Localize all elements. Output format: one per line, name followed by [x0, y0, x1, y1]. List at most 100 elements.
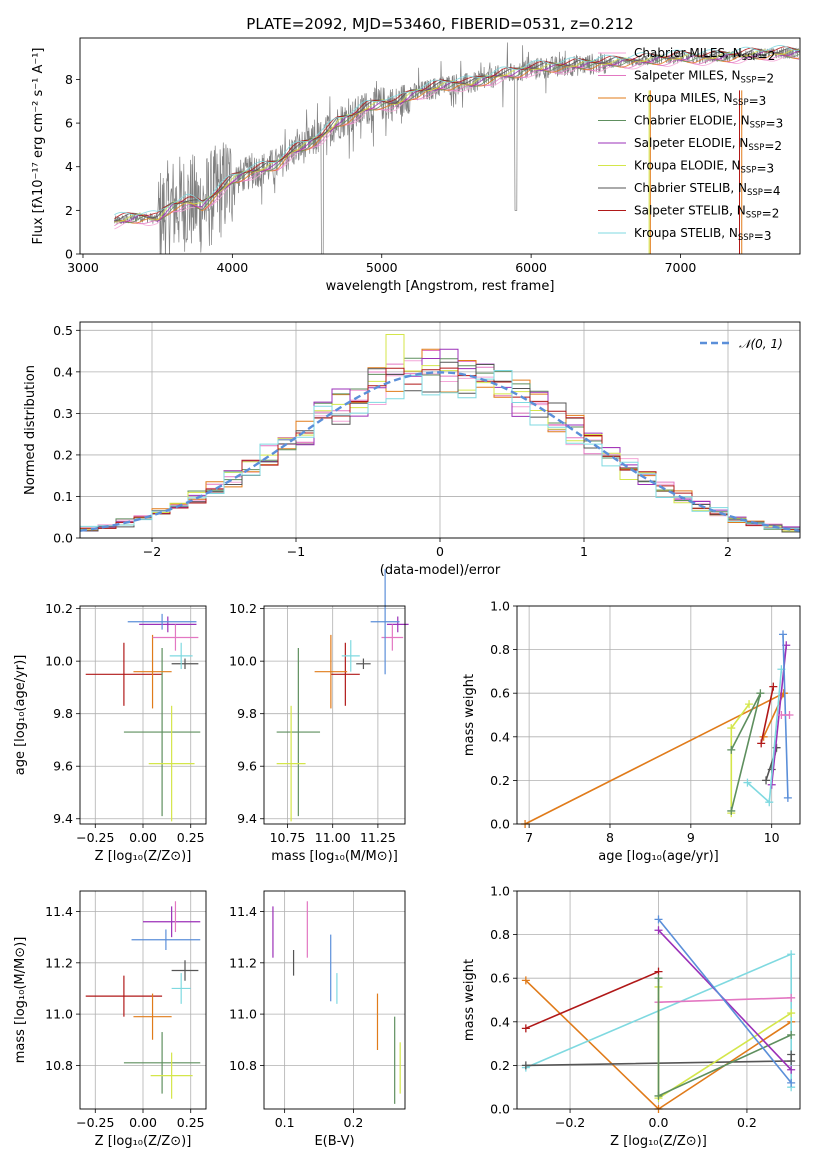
weight-marker-salpeter_miles: [787, 993, 796, 1002]
x-tick-label: 7000: [665, 260, 697, 275]
y-tick-label: 10.2: [45, 601, 73, 616]
weight-line-kroupa_elodie: [657, 986, 792, 1100]
weight_vs_age-frame: [516, 605, 801, 825]
y-tick-label: 11.4: [45, 904, 73, 919]
x-tick-label: 0: [436, 544, 444, 559]
weight-marker-chabrier_elodie: [654, 974, 663, 983]
y-tick-label: 0.6: [490, 971, 510, 986]
weight-line-chabrier_elodie: [657, 978, 792, 1098]
y-axis-label: mass weight: [462, 959, 477, 1041]
weight_vs_Z-frame: [516, 890, 801, 1110]
y-tick-label: 0.6: [490, 686, 510, 701]
weight-marker-kroupa_miles: [521, 976, 530, 985]
spectrum-axes: 3000 4000 5000 6000 7000 0 2 4 6 8 wavelength [Ang…: [31, 37, 801, 294]
weight-marker-kroupa_stelib: [765, 798, 774, 807]
x-axis-label: Z [log₁₀(Z/Z⊙)]: [610, 1134, 707, 1149]
x-tick-label: 11.25: [360, 830, 396, 845]
mass_vs_Z-marks: [85, 901, 201, 1099]
x-tick-label: −0.25: [76, 1115, 114, 1130]
weight-marker-salpeter_elodie: [654, 926, 663, 935]
x-tick-label: 3000: [67, 260, 99, 275]
weight-marker-chabrier_stelib: [787, 1050, 796, 1059]
figure-title: PLATE=2092, MJD=53460, FIBERID=0531, z=0…: [246, 15, 633, 33]
weight-marker-chabrier_elodie: [654, 1091, 663, 1100]
x-tick-label: 4000: [216, 260, 248, 275]
weight-line-normal_curve: [657, 918, 792, 1084]
x-tick-label: −2: [143, 544, 161, 559]
model-spectrum-salpeter_elodie: [114, 50, 800, 223]
y-tick-label: 10.2: [229, 601, 257, 616]
x-tick-label: 0.00: [129, 830, 157, 845]
x-tick-label: 0.00: [129, 1115, 157, 1130]
weight-marker-salpeter_elodie: [787, 1065, 796, 1074]
residuals-frame: [79, 321, 801, 539]
weight-marker-chabrier_elodie: [727, 745, 736, 754]
spectrum-legend: Chabrier MILES, NSSP=2 Salpeter MILES, NS…: [598, 46, 783, 243]
y-tick-label: 10.8: [229, 1058, 257, 1073]
histogram-salpeter_stelib: [80, 367, 800, 530]
x-tick-label: 9: [687, 830, 695, 845]
y-tick-label: 0.4: [490, 729, 510, 744]
y-tick-label: 9.4: [53, 811, 73, 826]
y-tick-label: 9.4: [237, 811, 257, 826]
legend-label-kroupa_miles: Kroupa MILES, NSSP=3: [634, 91, 766, 108]
weight-line-salpeter_stelib: [760, 686, 775, 744]
x-tick-label: 10.75: [270, 830, 306, 845]
x-tick-label: −0.25: [76, 830, 114, 845]
spectrum-marks: [114, 42, 800, 254]
weight-marker-normal_curve: [787, 1078, 796, 1087]
age_vs_Z-marks: [85, 613, 201, 822]
weight_vs_age-axes: 7 8 9 10 0.0 0.2 0.4 0.6 0.8 1.0 age [log₁₀(age/yr…: [462, 599, 801, 864]
plots: 3000 4000 5000 6000 7000 0 2 4 6 8 wavelength [Ang…: [13, 37, 801, 1149]
legend-label-chabrier_miles: Chabrier MILES, NSSP=2: [634, 46, 775, 63]
x-tick-label: 6000: [515, 260, 547, 275]
age_vs_mass-marks: [276, 569, 409, 822]
x-tick-label: 0.2: [343, 1115, 363, 1130]
weight-marker-chabrier_elodie: [756, 689, 765, 698]
weight-line-chabrier_elodie: [730, 692, 762, 812]
y-tick-label: 8: [65, 72, 73, 87]
x-tick-label: 0.2: [737, 1115, 757, 1130]
y-tick-label: 0.0: [490, 817, 510, 832]
weight-line-salpeter_stelib: [525, 970, 659, 1030]
y-tick-label: 1.0: [490, 599, 510, 614]
x-tick-label: 7: [525, 830, 533, 845]
model-spectrum-salpeter_stelib: [114, 46, 800, 219]
x-tick-label: 0.1: [275, 1115, 295, 1130]
mass_vs_ebv-frame: [263, 890, 406, 1110]
age_vs_mass-axes: 10.75 11.00 11.25 9.4 9.6 9.8 10.0 10.2 mass [lo…: [229, 569, 409, 864]
y-tick-label: 0.0: [53, 531, 73, 546]
residuals-legend: 𝒩(0, 1): [700, 337, 783, 351]
legend-label-salpeter_stelib: Salpeter STELIB, NSSP=2: [634, 204, 779, 221]
weight-marker-kroupa_stelib: [787, 950, 796, 959]
legend-label-normal: 𝒩(0, 1): [739, 337, 783, 351]
y-axis-label: Normed distribution: [23, 365, 38, 495]
y-tick-label: 4: [65, 159, 73, 174]
y-axis-label: mass weight: [462, 674, 477, 756]
model-spectrum-kroupa_stelib: [114, 44, 800, 216]
y-tick-label: 0: [65, 247, 73, 262]
age_vs_mass-frame: [263, 605, 406, 825]
x-tick-label: −1: [287, 544, 305, 559]
y-tick-label: 2: [65, 203, 73, 218]
weight-marker-chabrier_stelib: [521, 1061, 530, 1070]
weight-marker-chabrier_elodie: [787, 1030, 796, 1039]
x-tick-label: −0.2: [555, 1115, 585, 1130]
y-tick-label: 0.2: [490, 773, 510, 788]
weight-marker-chabrier_stelib: [762, 776, 771, 785]
weight_vs_Z-axes: −0.2 0.0 0.2 0.0 0.2 0.4 0.6 0.8 1.0 Z [log₁₀(Z/Z…: [462, 884, 801, 1149]
spectrum-frame: [79, 37, 801, 255]
x-axis-label: Z [log₁₀(Z/Z⊙)]: [95, 1134, 192, 1149]
x-axis-label: wavelength [Angstrom, rest frame]: [326, 279, 555, 294]
y-tick-label: 11.4: [229, 904, 257, 919]
x-axis-label: (data-model)/error: [380, 563, 501, 578]
x-tick-label: 1: [580, 544, 588, 559]
x-axis-label: E(B-V): [314, 1134, 354, 1149]
weight-marker-kroupa_elodie: [745, 700, 754, 709]
y-axis-label: age [log₁₀(age/yr)]: [13, 655, 28, 776]
weight-marker-normal_curve: [779, 630, 788, 639]
y-tick-label: 10.0: [45, 654, 73, 669]
x-axis-label: Z [log₁₀(Z/Z⊙)]: [95, 849, 192, 864]
y-tick-label: 10.8: [45, 1058, 73, 1073]
